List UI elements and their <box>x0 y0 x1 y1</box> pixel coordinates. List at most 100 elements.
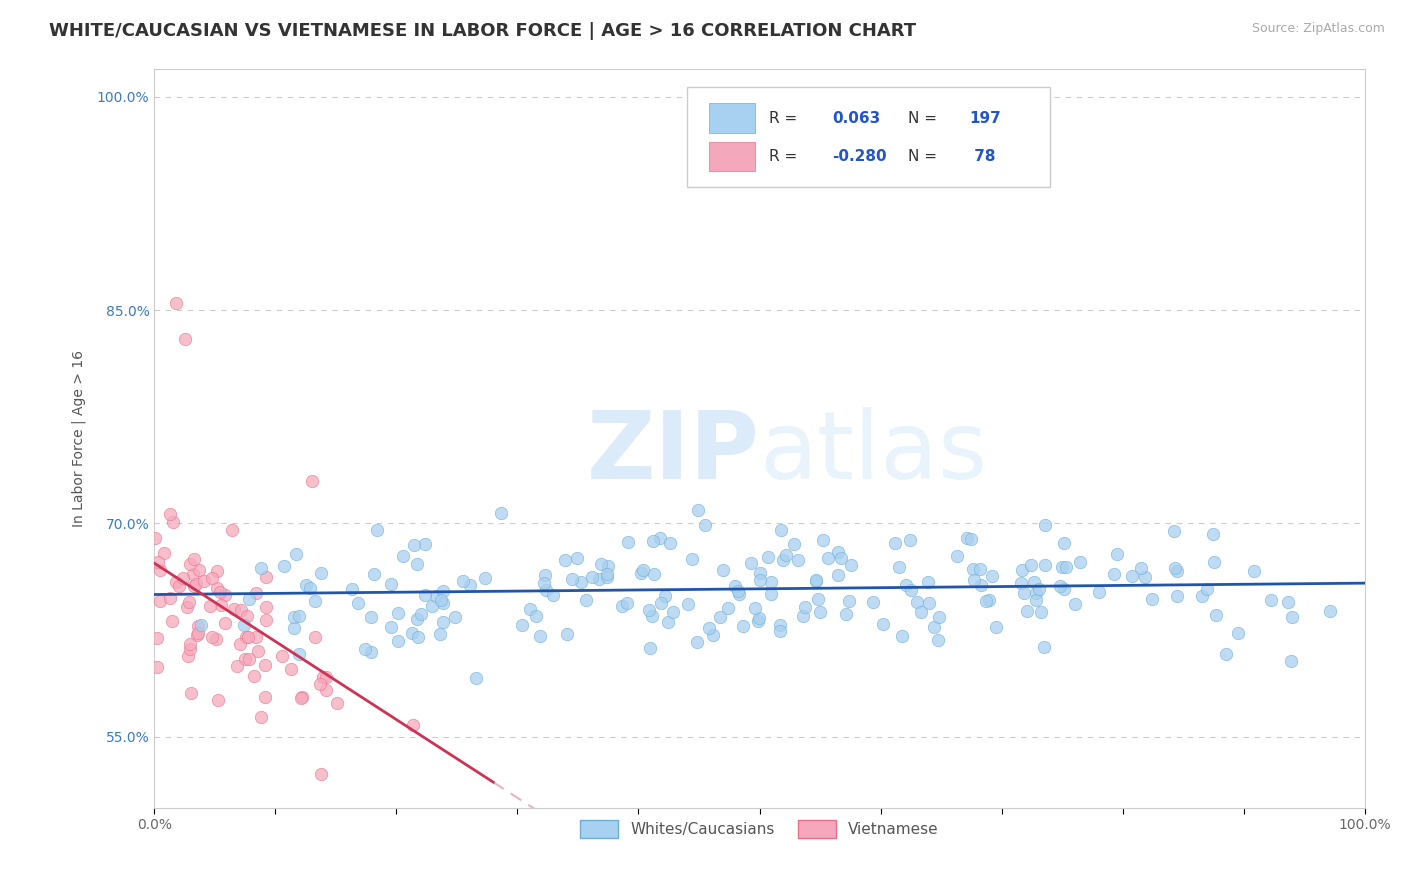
Point <box>326 696 349 710</box>
Point <box>402 538 425 552</box>
Point <box>641 609 664 624</box>
Point <box>180 686 202 700</box>
Point <box>717 601 740 615</box>
Point <box>1166 564 1188 578</box>
Point <box>360 609 382 624</box>
Point <box>1010 576 1032 591</box>
Point <box>749 573 772 587</box>
Point <box>838 594 860 608</box>
Point <box>898 533 921 548</box>
Point <box>808 605 831 619</box>
Point <box>387 606 409 620</box>
Point <box>1019 558 1042 572</box>
Point <box>918 596 941 610</box>
Point <box>458 578 481 592</box>
Point <box>830 551 852 566</box>
Point <box>1319 604 1341 618</box>
Legend: Whites/Caucasians, Vietnamese: Whites/Caucasians, Vietnamese <box>574 814 945 845</box>
Point <box>159 591 181 606</box>
Point <box>387 634 409 648</box>
Point <box>650 596 672 610</box>
Point <box>1087 585 1109 599</box>
Point <box>575 592 598 607</box>
Point <box>291 690 314 704</box>
Point <box>1277 595 1299 609</box>
Point <box>1028 582 1050 597</box>
Point <box>974 593 997 607</box>
Point <box>835 607 858 621</box>
Point <box>173 332 195 346</box>
Point <box>761 574 783 589</box>
Point <box>889 559 911 574</box>
Point <box>519 602 541 616</box>
Text: WHITE/CAUCASIAN VS VIETNAMESE IN LABOR FORCE | AGE > 16 CORRELATION CHART: WHITE/CAUCASIAN VS VIETNAMESE IN LABOR F… <box>49 22 917 40</box>
Point <box>253 658 276 673</box>
Point <box>380 577 402 591</box>
Point <box>616 596 638 610</box>
Point <box>201 630 224 644</box>
Point <box>229 602 252 616</box>
Point <box>408 630 430 644</box>
Point <box>543 588 565 602</box>
Point <box>243 669 266 683</box>
Point <box>640 641 662 656</box>
Point <box>697 621 720 635</box>
Point <box>581 570 603 584</box>
Point <box>956 532 979 546</box>
Text: ZIP: ZIP <box>586 407 759 499</box>
Point <box>637 603 659 617</box>
Point <box>280 662 302 676</box>
Point <box>285 547 308 561</box>
Point <box>295 578 318 592</box>
Point <box>405 558 427 572</box>
Point <box>744 601 766 615</box>
Point <box>969 562 991 576</box>
Point <box>146 632 169 646</box>
Text: atlas: atlas <box>759 407 988 499</box>
Point <box>415 537 437 551</box>
Point <box>917 574 939 589</box>
Bar <box>709 142 755 171</box>
Point <box>1260 593 1282 607</box>
Point <box>534 568 557 582</box>
Point <box>181 567 204 582</box>
Point <box>686 503 709 517</box>
Point <box>1054 560 1077 574</box>
Point <box>984 620 1007 634</box>
Point <box>159 507 181 521</box>
Point <box>254 613 277 627</box>
Text: R =: R = <box>769 149 803 164</box>
Point <box>253 690 276 704</box>
Point <box>928 610 950 624</box>
Point <box>772 553 794 567</box>
Point <box>661 605 683 619</box>
Point <box>311 566 333 581</box>
Point <box>207 692 229 706</box>
Point <box>894 578 917 592</box>
Point <box>221 523 243 537</box>
Point <box>817 550 839 565</box>
Point <box>443 610 465 624</box>
Point <box>804 574 827 588</box>
Point <box>728 587 751 601</box>
Point <box>187 619 209 633</box>
Point <box>162 515 184 529</box>
Point <box>413 588 436 602</box>
Bar <box>709 103 755 133</box>
Point <box>1105 547 1128 561</box>
Point <box>301 474 323 488</box>
Point <box>411 607 433 622</box>
Point <box>1281 610 1303 624</box>
Point <box>299 581 322 595</box>
Point <box>862 595 884 609</box>
Point <box>214 615 236 630</box>
Point <box>872 617 894 632</box>
Point <box>884 535 907 549</box>
Point <box>1243 564 1265 578</box>
Point <box>534 583 557 598</box>
Point <box>1049 579 1071 593</box>
Point <box>596 558 619 573</box>
Point <box>420 599 443 613</box>
Point <box>827 544 849 558</box>
Point <box>756 549 779 564</box>
